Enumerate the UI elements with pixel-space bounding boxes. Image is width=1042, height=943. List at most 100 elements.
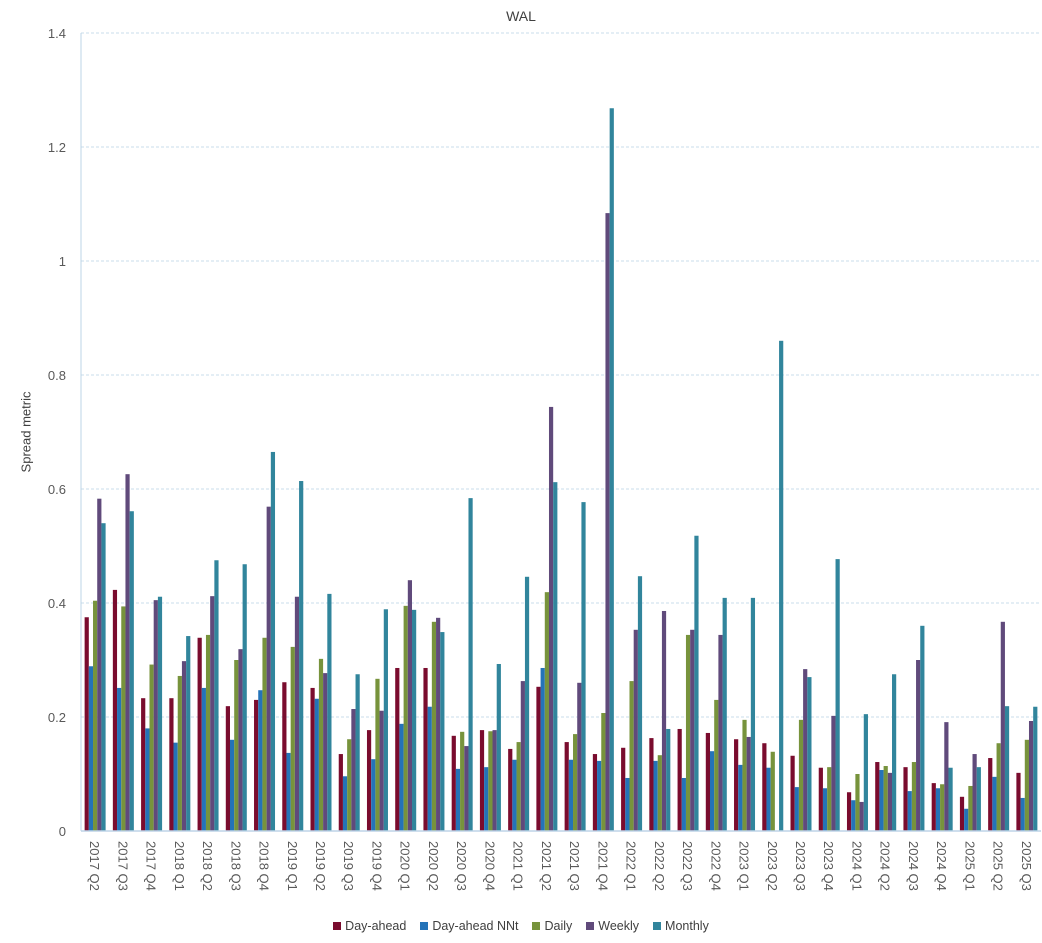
bar <box>201 687 206 831</box>
x-tick-label: 2020 Q4 <box>482 841 497 891</box>
bar <box>371 759 376 831</box>
bar <box>685 634 691 831</box>
bar-series <box>84 108 1038 832</box>
bar <box>637 576 643 831</box>
bar <box>709 751 715 831</box>
x-tick-label: 2023 Q4 <box>821 841 836 891</box>
bar <box>738 764 743 831</box>
bar <box>342 776 348 831</box>
bar <box>959 796 965 831</box>
bar <box>266 506 271 831</box>
bar <box>468 498 473 831</box>
bar <box>427 706 432 831</box>
y-tick-label: 0.4 <box>48 596 66 611</box>
bar <box>803 669 808 831</box>
x-tick-label: 2021 Q3 <box>567 841 582 891</box>
bar <box>464 746 469 831</box>
x-tick-label: 2022 Q2 <box>652 841 667 891</box>
bar <box>694 535 699 831</box>
bar <box>254 699 259 831</box>
bar <box>818 767 823 831</box>
bar <box>916 660 921 831</box>
bar <box>355 674 360 831</box>
bar <box>412 609 417 831</box>
bar <box>750 597 756 831</box>
bar <box>181 661 187 831</box>
legend-swatch-icon <box>653 922 662 930</box>
legend-label: Daily <box>544 919 573 933</box>
bar <box>972 754 977 831</box>
bar <box>855 774 860 831</box>
y-axis-ticks: 0 0.2 0.4 0.6 0.8 1 1.2 1.4 <box>48 26 66 839</box>
bar <box>690 629 695 831</box>
bar <box>436 617 441 831</box>
bar <box>907 791 912 831</box>
bar <box>270 451 276 831</box>
bar <box>229 739 235 831</box>
bar <box>722 597 727 831</box>
x-tick-label: 2023 Q2 <box>765 841 780 891</box>
bar <box>197 637 202 831</box>
x-tick-label: 2018 Q1 <box>172 841 187 891</box>
legend-item: Weekly <box>586 919 639 933</box>
bar <box>210 596 215 831</box>
y-tick-label: 0.6 <box>48 482 66 497</box>
legend-swatch-icon <box>586 922 595 930</box>
bar <box>403 605 408 831</box>
x-tick-label: 2017 Q2 <box>87 841 102 891</box>
bar <box>314 698 319 831</box>
bar <box>718 634 723 831</box>
bar <box>455 768 461 831</box>
bar <box>621 747 626 831</box>
bar <box>601 713 606 831</box>
bar <box>1000 621 1005 831</box>
bar <box>379 710 384 831</box>
bar <box>746 736 751 831</box>
bar <box>766 767 771 831</box>
legend-swatch-icon <box>420 922 429 930</box>
bar <box>323 673 328 831</box>
series-daily <box>93 592 1029 831</box>
bar <box>145 728 150 831</box>
bar <box>948 767 953 831</box>
bar <box>883 766 888 831</box>
bar <box>129 511 134 831</box>
bar <box>512 759 517 831</box>
x-tick-label: 2023 Q1 <box>737 841 752 891</box>
x-tick-label: 2025 Q2 <box>991 841 1006 891</box>
legend-swatch-icon <box>333 922 342 930</box>
bar <box>875 762 880 831</box>
bar <box>892 674 897 831</box>
bar <box>112 589 118 831</box>
bar <box>705 732 710 831</box>
bar <box>794 787 799 831</box>
bar <box>93 600 98 831</box>
bar <box>516 742 521 831</box>
bar <box>790 755 795 831</box>
bar <box>976 767 981 831</box>
bar <box>714 699 719 831</box>
bar <box>117 687 122 831</box>
y-tick-label: 0.8 <box>48 368 66 383</box>
x-tick-label: 2019 Q2 <box>313 841 328 891</box>
x-tick-label: 2025 Q3 <box>1019 841 1034 891</box>
x-tick-label: 2021 Q4 <box>595 841 610 891</box>
x-tick-label: 2021 Q2 <box>539 841 554 891</box>
bar <box>964 808 969 831</box>
bar <box>508 748 513 831</box>
bar <box>375 678 380 831</box>
x-tick-label: 2019 Q3 <box>341 841 356 891</box>
bar <box>992 776 997 831</box>
bar <box>540 667 545 831</box>
bar <box>940 784 945 831</box>
bar <box>423 667 428 831</box>
bar <box>762 743 767 831</box>
bar <box>931 783 936 831</box>
bar <box>903 767 908 831</box>
bar <box>581 502 586 831</box>
y-tick-label: 1.2 <box>48 140 66 155</box>
bar <box>84 617 89 831</box>
axes <box>80 33 1041 832</box>
bar <box>770 751 775 831</box>
